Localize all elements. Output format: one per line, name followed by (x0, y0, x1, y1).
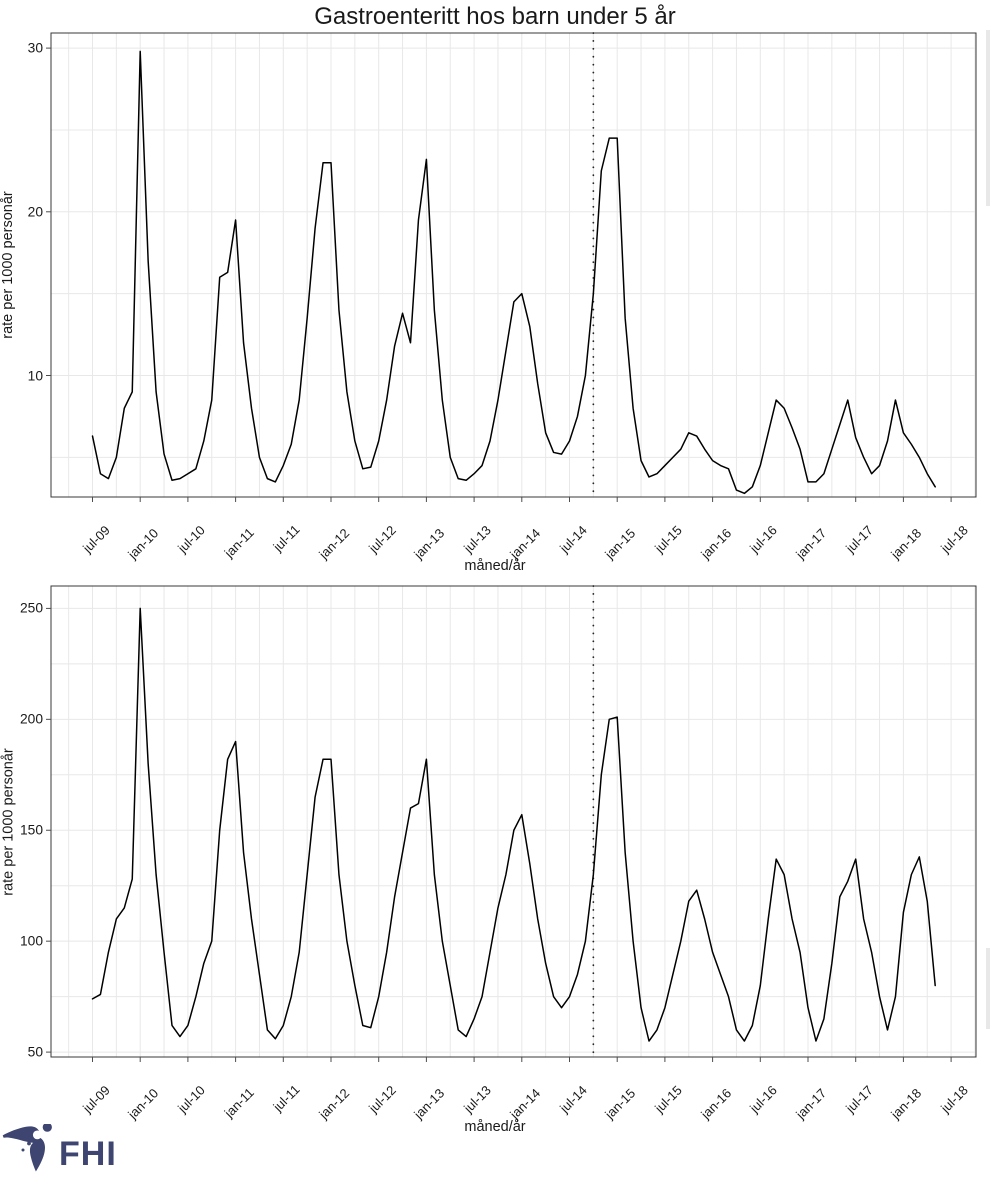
svg-text:FHI: FHI (59, 1135, 117, 1172)
